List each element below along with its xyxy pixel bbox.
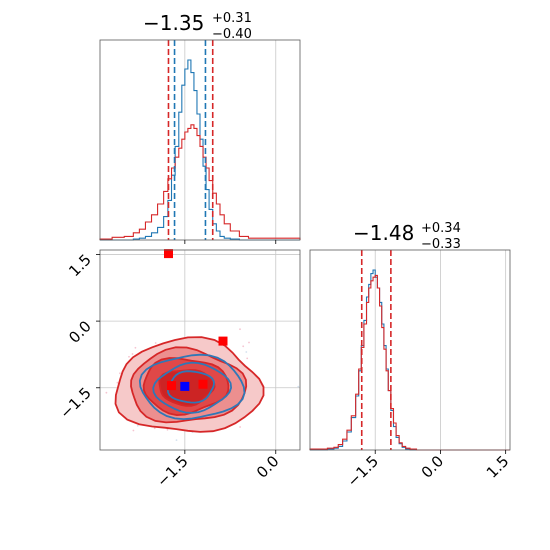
sample-point xyxy=(128,355,130,358)
red-square-marker xyxy=(167,381,176,391)
sample-point xyxy=(116,381,119,384)
sample-point xyxy=(239,328,241,331)
sample-point xyxy=(132,429,135,432)
panel-title-lower: −0.40 xyxy=(212,27,252,42)
x-tick-label: 0.0 xyxy=(253,452,283,482)
panel-title-upper: +0.34 xyxy=(421,221,461,236)
histogram-series-group xyxy=(309,269,510,451)
sample-point xyxy=(119,372,121,375)
panel-title-lower: −0.33 xyxy=(421,237,461,252)
sample-point xyxy=(105,391,108,394)
blue-contour xyxy=(138,353,246,421)
marginal-histogram-x: −1.35 +0.31 −0.40 xyxy=(99,11,301,244)
quantile-lines xyxy=(167,40,214,240)
x-tick-label: 0.0 xyxy=(418,452,448,482)
grid xyxy=(374,250,507,450)
grid xyxy=(184,40,277,240)
histogram-series-1 xyxy=(99,124,301,240)
panel-title-value: −1.35 xyxy=(143,11,204,35)
sample-point xyxy=(297,385,300,388)
x-ticks: −1.5 0.0 1.5 xyxy=(344,450,513,491)
sample-point xyxy=(175,439,178,441)
sample-point xyxy=(246,357,249,360)
blue-contour xyxy=(152,361,233,414)
sample-point xyxy=(131,353,134,355)
red-contours xyxy=(114,336,265,433)
x-ticks xyxy=(184,240,277,244)
panel-title-value: −1.48 xyxy=(353,221,414,245)
sample-point xyxy=(248,341,250,344)
x-tick-label: −1.5 xyxy=(344,452,382,490)
red-square-marker xyxy=(164,249,173,259)
x-tick-label: −1.5 xyxy=(153,452,191,490)
sample-point xyxy=(134,346,137,349)
x-tick-label: 1.5 xyxy=(483,452,513,482)
joint-contour-panel: −1.5 0.0 1.5 0.0 −1.5 xyxy=(56,249,301,491)
histogram-series-group xyxy=(99,59,301,241)
y-tick-label: −1.5 xyxy=(56,384,94,422)
histogram-series-1 xyxy=(309,274,510,451)
sample-point xyxy=(245,351,248,353)
panel-frame xyxy=(99,249,301,451)
sample-point xyxy=(136,424,139,427)
histogram-series-0 xyxy=(100,59,300,241)
panel-frame xyxy=(309,249,511,451)
sample-point xyxy=(239,426,242,428)
red-square-marker xyxy=(198,379,208,389)
y-tick-label: 1.5 xyxy=(65,251,95,281)
y-tick-label: 0.0 xyxy=(65,317,95,347)
sample-point xyxy=(166,428,169,431)
marginal-histogram-y: −1.5 0.0 1.5 −1.48 +0.34 −0.33 xyxy=(309,221,513,491)
sample-point xyxy=(154,342,157,344)
histogram-series-0 xyxy=(310,269,510,451)
sample-point xyxy=(153,427,156,430)
quantile-lines xyxy=(360,250,392,450)
panel-frame xyxy=(99,39,301,241)
blue-square-marker xyxy=(180,381,190,391)
red-square-marker xyxy=(218,336,228,346)
sample-point xyxy=(242,345,245,348)
markers xyxy=(164,249,228,391)
panel-title-upper: +0.31 xyxy=(212,11,252,26)
